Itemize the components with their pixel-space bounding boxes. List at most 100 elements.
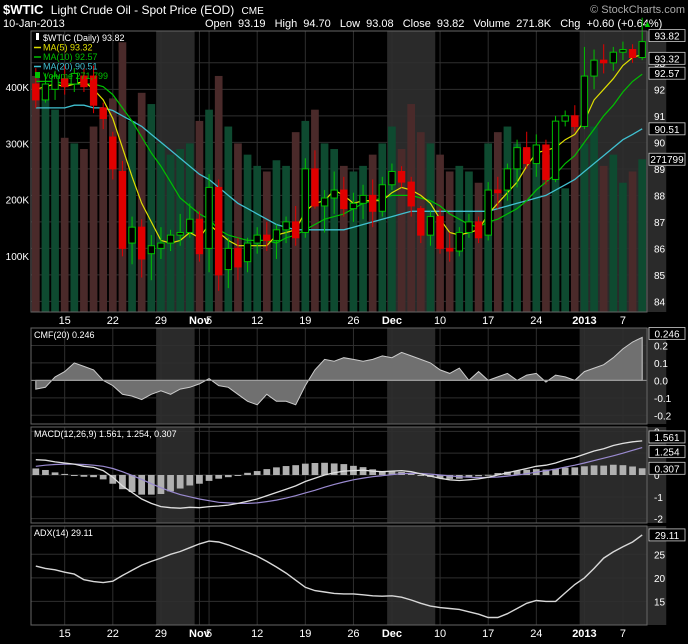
candle-body	[157, 242, 165, 249]
candle-body	[426, 216, 435, 236]
macd-histogram-bar	[157, 475, 165, 494]
adx-x-tick-label: 7	[620, 628, 626, 640]
macd-histogram-bar	[465, 475, 473, 478]
price-y-tick-label: 87	[654, 218, 666, 229]
volume-bar	[628, 171, 637, 312]
volume-bar	[551, 177, 560, 312]
volume-bar	[388, 126, 396, 312]
volume-bar	[349, 171, 358, 312]
macd-histogram-bar	[186, 475, 194, 486]
macd-signal-badge: 1.254	[654, 448, 679, 459]
cmf-badge-box	[648, 327, 686, 340]
candle-body	[397, 171, 406, 183]
candle-body	[292, 221, 300, 239]
ma10-badge-box	[648, 66, 686, 80]
legend-volume: Volume 271,799	[43, 71, 108, 81]
volume-y-tick-label: 200K	[6, 196, 30, 207]
candle-body	[186, 218, 194, 233]
volume-bar	[80, 149, 88, 312]
macd-histogram-badge: 0.307	[654, 464, 679, 475]
adx-x-tick-label: 2013	[572, 628, 596, 640]
legend-ma20: MA(20) 90.51	[43, 62, 98, 72]
high-value: 94.70	[303, 18, 331, 30]
candle-body	[628, 49, 637, 59]
legend-ma5: MA(5) 93.32	[43, 43, 93, 53]
candle-body	[282, 221, 290, 231]
adx-x-tick-label: 10	[434, 628, 446, 640]
volume-badge-box	[648, 152, 686, 166]
close-value: 93.82	[437, 18, 465, 30]
price-y-tick-label: 91	[654, 112, 666, 123]
cmf-y-tick-label: 0.2	[654, 341, 668, 352]
adx-y-tick-label: 25	[654, 550, 666, 561]
volume-bar	[234, 143, 242, 312]
price-x-tick-label: Nov	[189, 315, 211, 327]
cmf-border	[30, 327, 648, 425]
candle-body	[532, 144, 540, 165]
candle-body	[80, 75, 88, 88]
price-close-badge-box	[648, 29, 686, 43]
volume-y-tick-label: 400K	[6, 83, 30, 94]
price-y-tick-label: 86	[654, 244, 666, 255]
macd-y-tick-label: -2	[654, 515, 663, 526]
cmf-y-tick-label: 0.0	[654, 376, 668, 387]
adx-legend: ADX(14) 29.11	[34, 528, 93, 538]
volume-bar	[619, 182, 627, 312]
cmf-area	[35, 336, 643, 406]
macd-histogram-bar	[90, 475, 97, 478]
candle-body	[311, 168, 319, 207]
ma10-line	[35, 73, 643, 244]
adx-x-tick-label: 12	[251, 628, 263, 640]
candle-body	[465, 221, 473, 233]
candle-body	[571, 115, 579, 127]
macd-histogram-bar	[378, 471, 386, 475]
macd-histogram-bar	[638, 468, 646, 475]
open-label: Open	[205, 18, 232, 30]
candle-body	[580, 75, 589, 127]
candle-body	[609, 51, 617, 64]
candle-body	[166, 234, 175, 244]
candle-body	[619, 49, 627, 53]
candle-body	[128, 226, 136, 244]
cmf-y-tick-label: -0.2	[654, 411, 672, 422]
macd-histogram-bar	[128, 475, 136, 493]
candle-body	[61, 78, 69, 88]
macd-histogram-bar	[176, 475, 184, 489]
macd-histogram-bar	[446, 475, 454, 479]
macd-histogram-bar	[369, 469, 377, 475]
cmf-y-tick-label: -0.1	[654, 394, 672, 405]
macd-histogram-bar	[138, 475, 146, 495]
watermark: © StockCharts.com	[590, 4, 685, 16]
price-y-tick-label: 89	[654, 165, 666, 176]
volume-bar	[243, 154, 252, 312]
adx-x-tick-label: Nov	[189, 628, 211, 640]
macd-histogram-bar	[301, 463, 309, 475]
volume-bar	[339, 165, 348, 312]
candle-body	[41, 83, 50, 101]
adx-y-tick-label: 20	[654, 574, 666, 585]
candle-body	[70, 72, 78, 85]
candle-body	[369, 194, 377, 212]
candle-body	[263, 234, 271, 241]
adx-x-tick-label: 26	[347, 628, 359, 640]
volume-bar	[590, 126, 598, 312]
volume-bar	[147, 104, 156, 312]
price-border	[30, 30, 648, 313]
candle-body	[388, 171, 396, 186]
candle-body	[147, 245, 155, 255]
candle-body	[205, 186, 213, 249]
adx-x-tick-label: 22	[107, 628, 119, 640]
candle-body	[272, 229, 281, 241]
price-x-tick-label: 17	[482, 315, 494, 327]
candle-body	[234, 247, 242, 268]
price-y-tick-label: 84	[654, 297, 666, 308]
macd-histogram-bar	[42, 469, 49, 475]
candle-body	[436, 216, 444, 249]
macd-histogram-bar	[224, 475, 232, 478]
candle-body	[484, 189, 492, 236]
cmf-panel: 0.2 0.1 0.0 -0.1 -0.2 CMF(20) 0.246 0.246	[30, 327, 686, 425]
volume-y-tick-label: 300K	[6, 139, 30, 150]
close-label: Close	[403, 18, 431, 30]
cmf-y-tick-label: 0.1	[654, 359, 668, 370]
